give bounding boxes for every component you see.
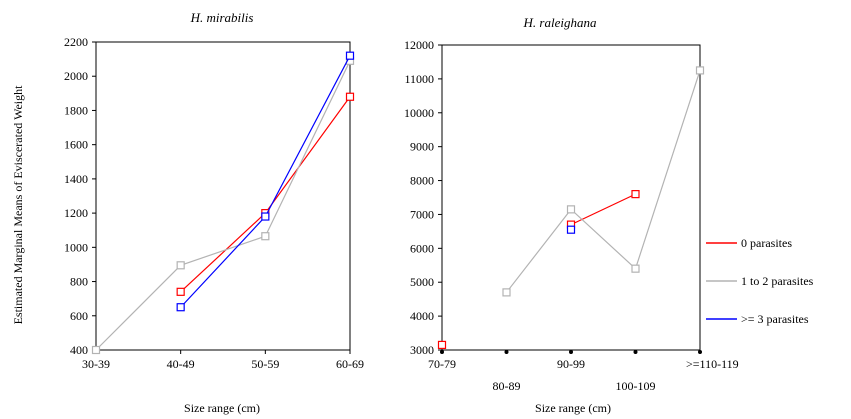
x-tick-label: 30-39	[82, 357, 110, 371]
y-tick-label: 1000	[64, 240, 88, 254]
shared-y-label: Estimated Marginal Means of Eviscerated …	[11, 85, 25, 325]
y-tick-label: 3000	[410, 343, 434, 357]
data-point	[91, 345, 101, 355]
data-point	[566, 225, 576, 234]
x-tick-dot	[698, 350, 702, 354]
data-point	[502, 288, 511, 297]
y-tick-label: 1200	[64, 206, 88, 220]
data-point	[345, 92, 355, 101]
data-point	[176, 303, 185, 312]
data-point	[345, 51, 355, 60]
y-tick-label: 1600	[64, 138, 88, 152]
x-tick-label: 50-59	[251, 357, 279, 371]
legend-label: 1 to 2 parasites	[741, 274, 814, 288]
data-point	[176, 261, 185, 270]
y-tick-label: 10000	[404, 106, 434, 120]
plot-frame	[95, 41, 351, 351]
y-tick-label: 12000	[404, 38, 434, 52]
x-tick-dot	[569, 350, 573, 354]
data-point	[176, 287, 185, 296]
data-point	[566, 205, 576, 214]
series-line	[180, 55, 351, 308]
y-tick-label: 9000	[410, 140, 434, 154]
legend: 0 parasites 1 to 2 parasites >= 3 parasite…	[706, 236, 814, 326]
y-tick-label: 6000	[410, 241, 434, 255]
data-point	[261, 232, 270, 241]
y-tick-label: 400	[70, 343, 88, 357]
x-tick-label: 40-49	[167, 357, 195, 371]
data-point	[695, 66, 705, 75]
series-line	[95, 60, 351, 351]
data-point	[631, 190, 640, 199]
y-tick-label: 1800	[64, 103, 88, 117]
x-axis-label: Size range (cm)	[184, 401, 260, 415]
y-tick-label: 7000	[410, 207, 434, 221]
series-line	[180, 96, 351, 293]
chart-title: H. raleighana	[523, 15, 597, 30]
y-tick-label: 8000	[410, 174, 434, 188]
legend-label: >= 3 parasites	[741, 312, 809, 326]
x-axis-label: Size range (cm)	[535, 401, 611, 415]
y-tick-label: 5000	[410, 275, 434, 289]
series-line	[570, 193, 636, 226]
y-tick-label: 600	[70, 309, 88, 323]
y-tick-label: 4000	[410, 309, 434, 323]
x-tick-label: 90-99	[557, 357, 585, 371]
x-tick-dot	[504, 350, 509, 354]
y-tick-label: 2200	[64, 35, 88, 49]
x-tick-dot	[440, 350, 444, 354]
y-tick-label: 800	[70, 275, 88, 289]
x-tick-dot	[633, 350, 638, 354]
x-tick-label: 60-69	[336, 357, 364, 371]
series-line	[506, 70, 701, 293]
legend-label: 0 parasites	[741, 236, 792, 250]
x-tick-label: 70-79	[428, 357, 456, 371]
x-tick-label: 80-89	[493, 379, 521, 393]
chart-h-mirabilis: H. mirabilis Size range (cm) 400 600 800 10…	[64, 10, 364, 415]
y-tick-label: 2000	[64, 69, 88, 83]
data-point	[437, 340, 447, 350]
plot-frame	[441, 44, 701, 351]
y-tick-label: 11000	[404, 72, 434, 86]
data-point	[631, 264, 640, 273]
data-point	[261, 212, 270, 221]
chart-h-raleighana: H. raleighana Size range (cm) 3000 4000 50…	[404, 15, 739, 415]
x-tick-label: 100-109	[616, 379, 656, 393]
y-tick-label: 1400	[64, 172, 88, 186]
chart-title: H. mirabilis	[190, 10, 254, 25]
x-tick-label: >=110-119	[686, 357, 739, 371]
